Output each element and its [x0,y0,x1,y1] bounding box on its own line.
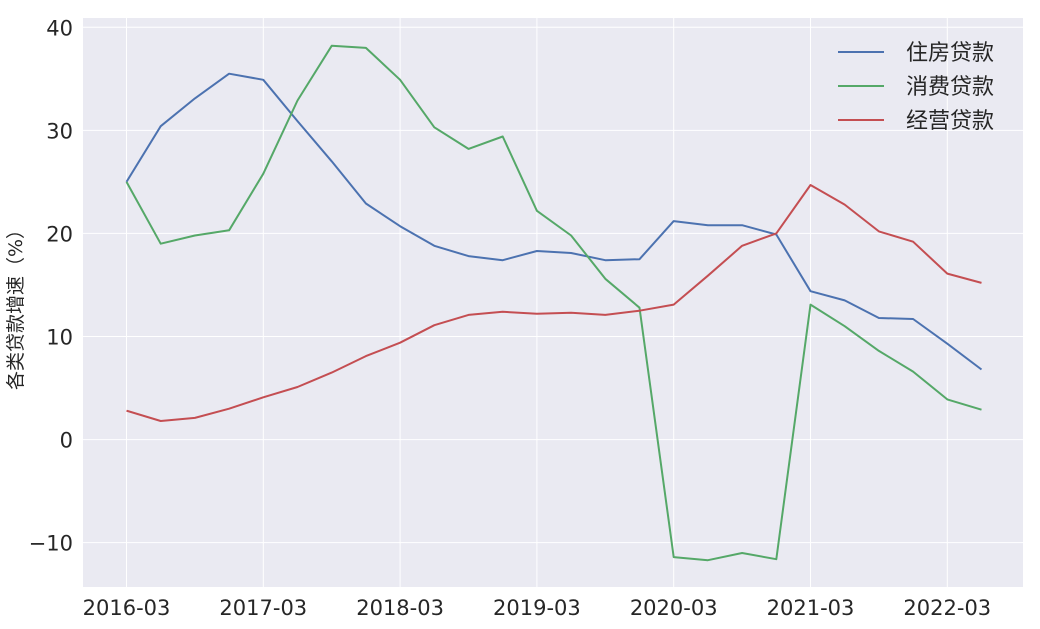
y-tick-label: 40 [46,16,73,40]
plot-background [83,18,1023,587]
legend-label: 住房贷款 [906,41,994,66]
y-tick-label: −10 [29,532,73,556]
y-tick-label: 0 [60,429,73,453]
legend-label: 经营贷款 [906,109,994,134]
y-tick-label: 30 [46,119,73,143]
series-line-3 [126,184,982,422]
x-tick-label: 2022-03 [903,596,991,620]
x-axis-ticks: 2016-03 2017-03 2018-03 2019-03 2020-03 2021-… [83,596,992,620]
y-axis-label: 各类贷款增速（%） [5,220,27,390]
y-tick-label: 20 [46,222,73,246]
x-tick-label: 2018-03 [356,596,444,620]
x-tick-label: 2021-03 [767,596,855,620]
x-tick-label: 2017-03 [219,596,307,620]
x-tick-label: 2019-03 [493,596,581,620]
y-tick-label: 10 [46,326,73,350]
x-tick-label: 2016-03 [83,596,171,620]
y-axis-ticks: −10 0 10 20 30 40 [29,16,73,555]
x-tick-label: 2020-03 [630,596,718,620]
series-line-2 [125,44,982,562]
series-line-1 [125,72,983,371]
series-lines [125,44,983,562]
legend-label: 消费贷款 [906,75,994,100]
grid [83,18,1023,587]
